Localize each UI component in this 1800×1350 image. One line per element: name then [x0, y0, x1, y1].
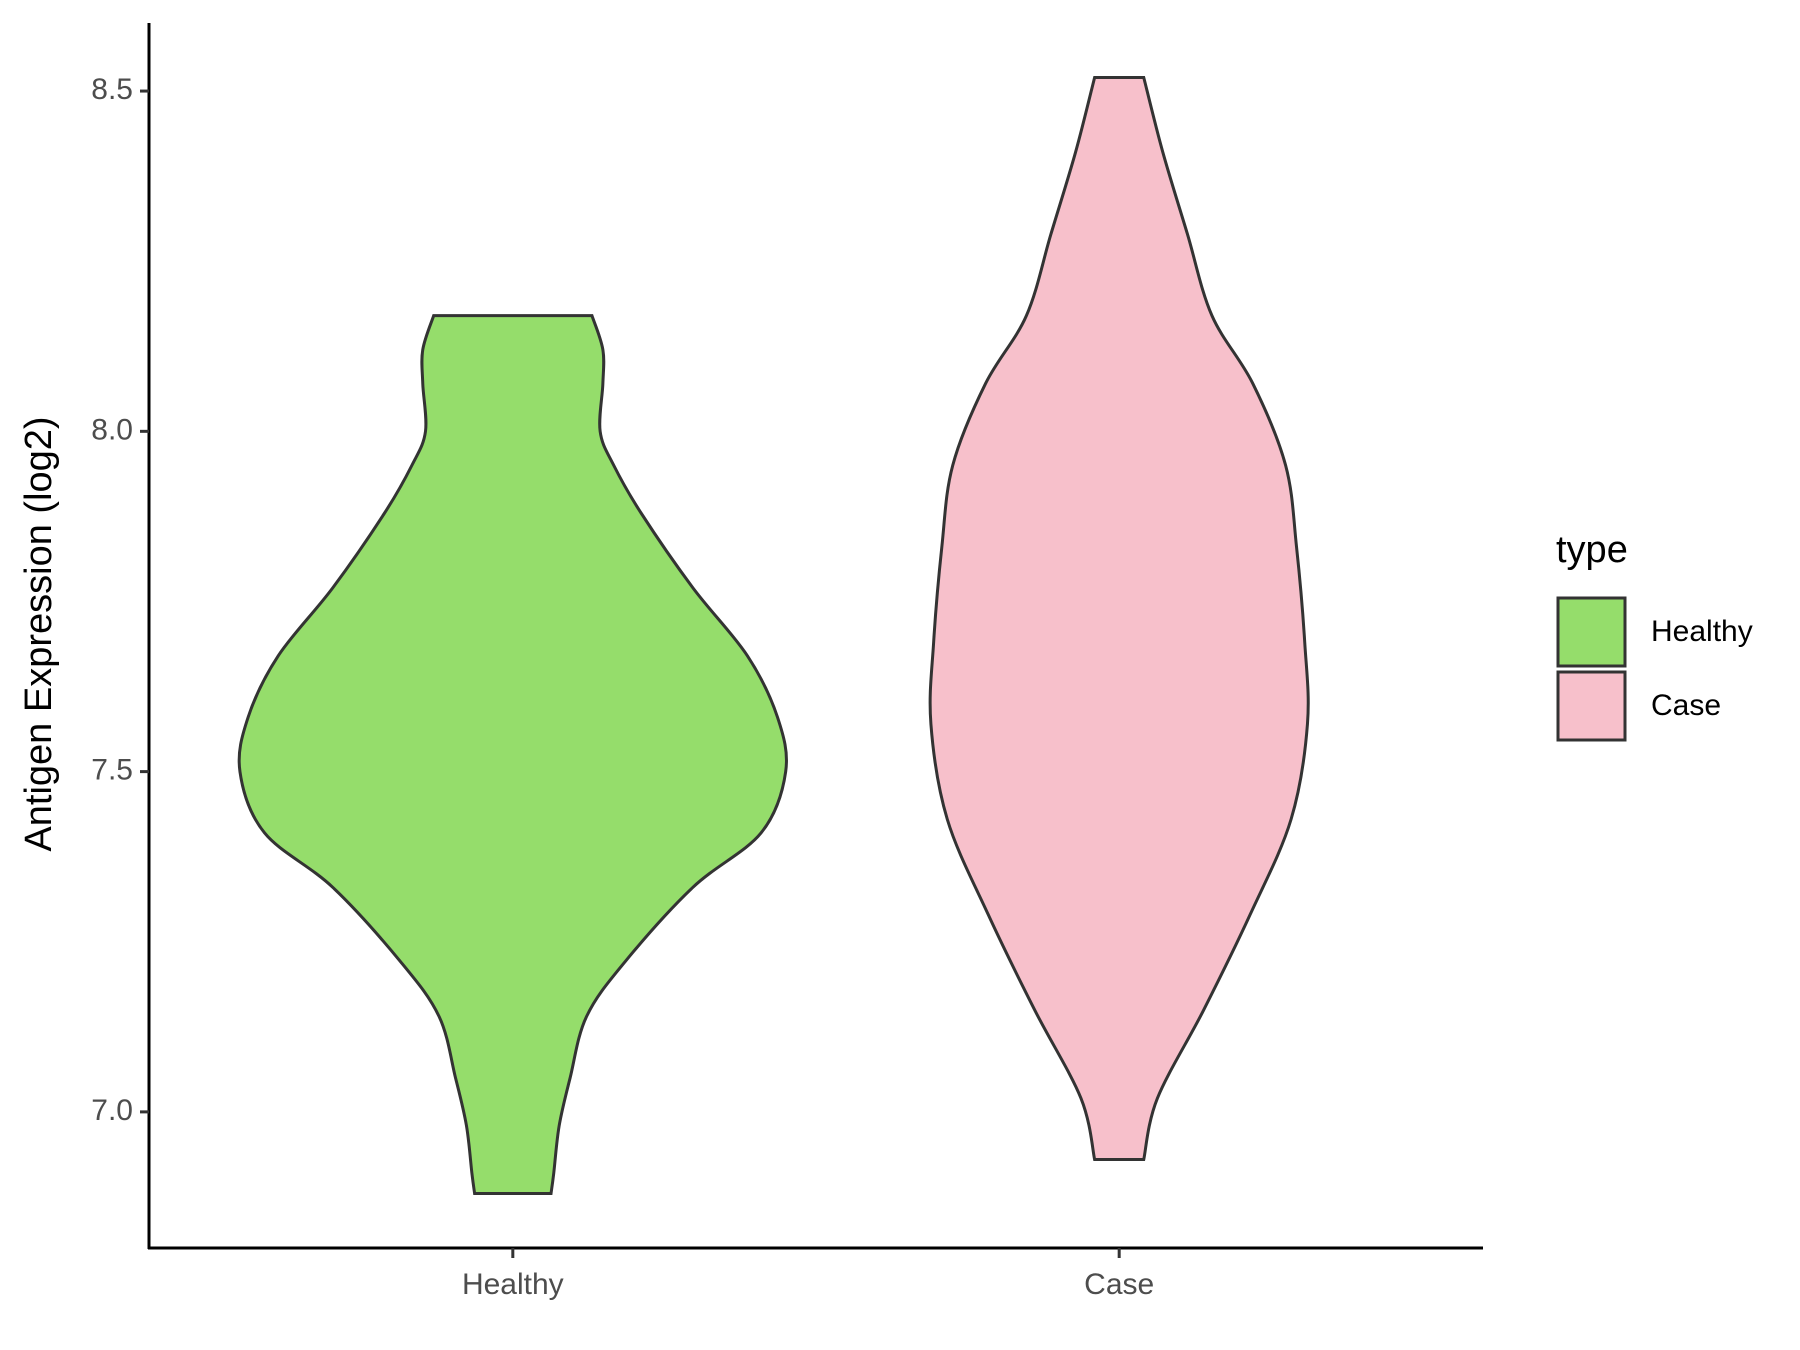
y-tick-label: 8.0	[91, 413, 133, 446]
legend-label: Case	[1651, 689, 1721, 722]
violin	[928, 75, 1310, 1162]
y-tick-label: 7.0	[91, 1094, 133, 1127]
legend-key	[1556, 596, 1627, 668]
y-axis-title: Antigen Expression (log2)	[18, 416, 60, 851]
legend-key	[1556, 670, 1627, 742]
y-tick-label: 7.5	[91, 754, 133, 787]
legend-title: type	[1556, 529, 1628, 571]
violin	[237, 314, 788, 1196]
x-tick-label: Healthy	[462, 1268, 564, 1301]
x-tick-label: Case	[1084, 1268, 1154, 1301]
y-tick-label: 8.5	[91, 73, 133, 106]
legend-label: Healthy	[1651, 615, 1753, 648]
